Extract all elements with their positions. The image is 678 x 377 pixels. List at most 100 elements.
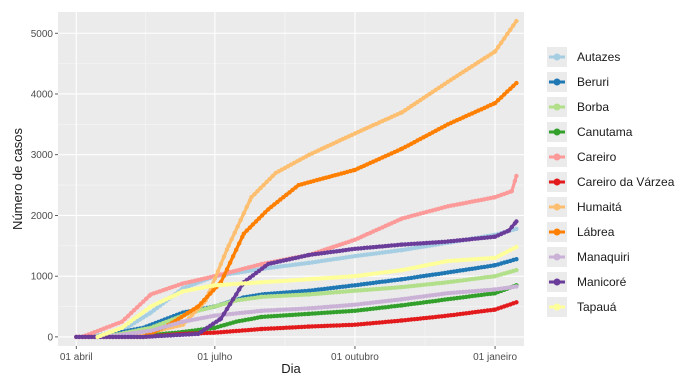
data-point [514,257,519,262]
data-point [205,330,210,336]
legend-key-point [553,203,561,211]
y-axis: 0 1000 2000 3000 4000 5000 [31,29,58,343]
data-point [205,294,210,299]
data-point [227,301,233,307]
x-tick-label: 01 abril [60,352,93,363]
data-point [92,334,97,340]
data-point [226,243,231,248]
data-point [278,307,283,312]
legend-item: Careiro da Várzea [547,172,675,192]
legend-label: Canutama [577,125,633,139]
data-point [253,219,259,224]
data-point [237,287,242,292]
data-point [512,178,518,184]
data-point [514,173,519,179]
data-point [218,261,224,267]
data-point [302,292,307,297]
data-point [122,323,128,328]
data-point [262,210,268,215]
data-point [262,326,268,331]
data-point [514,300,519,305]
legend-item: Manicoré [547,272,627,292]
data-point [224,267,230,272]
data-point [234,292,239,297]
data-point [151,308,157,313]
data-point [264,179,269,185]
y-tick-label: 2000 [31,211,54,222]
data-point [110,334,116,340]
legend-label: Borba [577,100,609,114]
data-point [165,333,170,338]
data-point [238,217,243,223]
data-point [232,230,237,235]
data-point [499,95,504,100]
data-point [199,301,204,306]
data-point [514,219,519,224]
legend-key-point [553,128,561,136]
data-point [492,49,498,54]
legend-label: Manaquiri [577,250,630,264]
data-point [138,312,143,317]
data-point [502,92,507,97]
data-point [492,100,498,106]
data-point [259,213,265,218]
data-point [499,40,504,45]
data-point [262,264,268,269]
data-point [284,325,289,330]
legend-label: Manicoré [577,275,627,289]
legend-key-point [553,228,561,236]
data-point [247,198,253,203]
data-point [230,254,236,259]
data-point [261,182,266,188]
data-point [212,276,218,281]
legend-item: Lábrea [547,222,615,242]
data-point [511,83,516,89]
legend-item: Humaitá [547,197,622,217]
legend-item: Manaquiri [547,247,630,267]
data-point [135,305,140,310]
y-tick-label: 3000 [31,150,54,161]
data-point [148,310,154,315]
legend-label: Careiro da Várzea [577,175,675,189]
data-point [247,275,253,280]
x-tick-label: 01 julho [197,352,232,363]
legend-item: Autazes [547,47,620,67]
data-point [514,18,519,24]
y-tick-label: 1000 [31,272,54,283]
data-point [509,188,514,194]
data-point [442,81,447,87]
data-point [235,224,240,229]
legend-item: Canutama [547,122,633,142]
legend-key-point [553,153,561,161]
data-point [128,310,134,316]
data-point [495,98,501,103]
data-point [211,288,216,293]
data-point [131,308,137,313]
data-point [221,311,227,316]
data-point [290,187,295,193]
data-point [502,36,507,41]
data-point [418,97,423,103]
data-point [247,225,253,230]
data-point [514,244,519,250]
data-point [284,192,289,197]
data-point [131,316,137,321]
data-point [290,293,295,298]
data-point [122,316,128,321]
data-point [141,299,146,304]
data-point [284,307,289,312]
data-point [259,266,265,271]
legend-key-point [553,78,561,86]
data-point [189,312,195,318]
data-point [310,324,315,329]
data-point [119,319,125,324]
data-point [296,292,301,298]
y-tick-label: 4000 [31,89,54,100]
data-point [514,267,519,273]
data-point [144,296,149,301]
data-point [208,291,213,296]
data-point [237,241,242,246]
data-point [215,269,221,274]
data-point [293,185,298,190]
